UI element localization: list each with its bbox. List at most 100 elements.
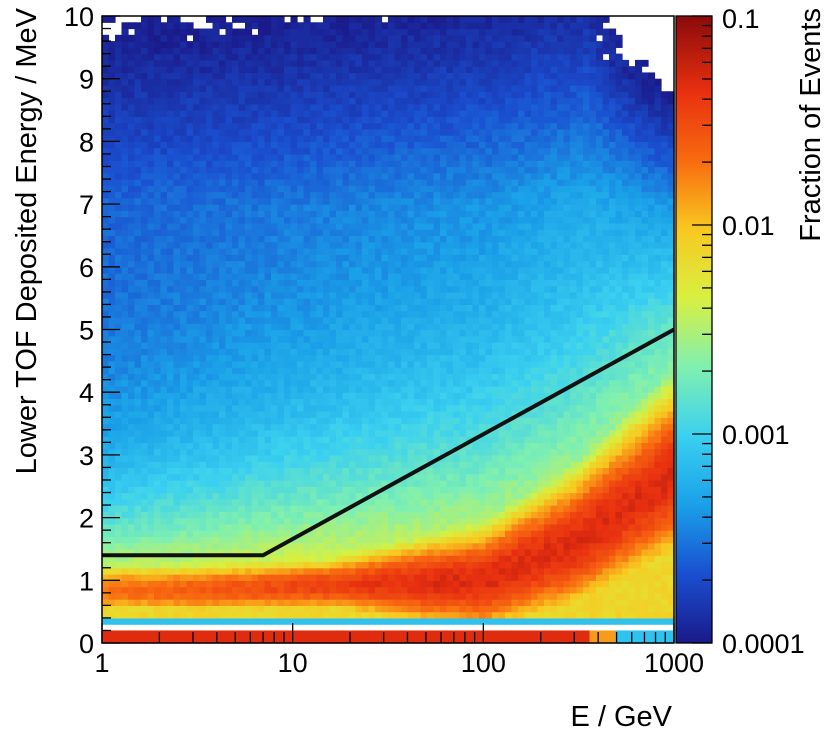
heatmap-cell bbox=[115, 298, 123, 306]
heatmap-cell bbox=[160, 335, 168, 343]
heatmap-cell bbox=[154, 316, 162, 324]
heatmap-cell bbox=[420, 523, 428, 531]
heatmap-cell bbox=[316, 310, 324, 318]
heatmap-cell bbox=[323, 172, 331, 180]
heatmap-cell bbox=[258, 486, 266, 494]
heatmap-cell bbox=[290, 122, 298, 130]
heatmap-cell bbox=[258, 392, 266, 400]
heatmap-cell bbox=[323, 28, 331, 36]
heatmap-cell bbox=[420, 291, 428, 299]
heatmap-cell bbox=[180, 166, 188, 174]
heatmap-cell bbox=[199, 436, 207, 443]
heatmap-cell bbox=[160, 266, 168, 274]
heatmap-cell bbox=[277, 523, 285, 531]
heatmap-cell bbox=[401, 398, 409, 406]
heatmap-cell bbox=[141, 16, 149, 23]
heatmap-cell bbox=[323, 147, 331, 155]
heatmap-cell bbox=[368, 423, 376, 431]
heatmap-cell bbox=[375, 254, 383, 262]
heatmap-cell bbox=[225, 348, 233, 356]
heatmap-cell bbox=[180, 59, 188, 67]
heatmap-cell bbox=[407, 91, 415, 99]
heatmap-cell bbox=[232, 505, 240, 512]
heatmap-cell bbox=[245, 561, 253, 569]
heatmap-cell bbox=[264, 247, 272, 255]
heatmap-cell bbox=[381, 342, 389, 349]
heatmap-cell bbox=[381, 398, 389, 406]
heatmap-cell bbox=[147, 235, 155, 243]
heatmap-cell bbox=[427, 599, 435, 606]
heatmap-cell bbox=[375, 66, 383, 74]
heatmap-cell bbox=[186, 241, 194, 249]
heatmap-cell bbox=[342, 436, 350, 443]
heatmap-cell bbox=[407, 241, 415, 249]
heatmap-cell bbox=[245, 229, 253, 237]
heatmap-cell bbox=[212, 59, 220, 67]
heatmap-cell bbox=[180, 241, 188, 249]
heatmap-cell bbox=[407, 166, 415, 174]
heatmap-cell bbox=[212, 611, 220, 619]
heatmap-cell bbox=[108, 636, 116, 644]
heatmap-cell bbox=[375, 542, 383, 550]
heatmap-cell bbox=[277, 461, 285, 469]
heatmap-cell bbox=[193, 548, 201, 556]
heatmap-cell bbox=[401, 260, 409, 268]
heatmap-cell bbox=[329, 398, 337, 406]
heatmap-cell bbox=[284, 204, 292, 211]
heatmap-cell bbox=[245, 467, 253, 475]
heatmap-cell bbox=[180, 298, 188, 306]
heatmap-cell bbox=[147, 511, 155, 519]
heatmap-cell bbox=[310, 548, 318, 556]
heatmap-cell bbox=[316, 454, 324, 462]
heatmap-cell bbox=[225, 636, 233, 644]
heatmap-cell bbox=[290, 285, 298, 293]
heatmap-cell bbox=[219, 216, 227, 224]
heatmap-cell bbox=[251, 342, 259, 349]
heatmap-cell bbox=[251, 385, 259, 393]
heatmap-cell bbox=[271, 22, 279, 30]
heatmap-cell bbox=[316, 84, 324, 92]
heatmap-cell bbox=[128, 247, 136, 255]
heatmap-cell bbox=[180, 316, 188, 324]
heatmap-cell bbox=[394, 429, 402, 437]
heatmap-cell bbox=[310, 542, 318, 550]
heatmap-cell bbox=[167, 592, 175, 600]
heatmap-cell bbox=[271, 580, 279, 588]
heatmap-cell bbox=[128, 574, 136, 581]
heatmap-cell bbox=[407, 291, 415, 299]
heatmap-cell bbox=[394, 542, 402, 550]
heatmap-cell bbox=[219, 498, 227, 506]
heatmap-cell bbox=[401, 153, 409, 161]
heatmap-cell bbox=[401, 304, 409, 312]
heatmap-cell bbox=[381, 185, 389, 193]
heatmap-cell bbox=[102, 385, 110, 393]
heatmap-cell bbox=[290, 47, 298, 55]
heatmap-cell bbox=[121, 561, 129, 569]
heatmap-cell bbox=[108, 411, 116, 418]
heatmap-cell bbox=[375, 285, 383, 293]
heatmap-cell bbox=[102, 210, 110, 218]
heatmap-cell bbox=[401, 323, 409, 331]
heatmap-cell bbox=[420, 103, 428, 111]
heatmap-cell bbox=[375, 335, 383, 343]
heatmap-cell bbox=[199, 291, 207, 299]
heatmap-cell bbox=[147, 542, 155, 550]
heatmap-cell bbox=[388, 411, 396, 418]
heatmap-cell bbox=[427, 323, 435, 331]
heatmap-cell bbox=[290, 235, 298, 243]
heatmap-cell bbox=[141, 34, 149, 42]
heatmap-cell bbox=[414, 335, 422, 343]
heatmap-cell bbox=[173, 103, 181, 111]
heatmap-cell bbox=[381, 498, 389, 506]
heatmap-cell bbox=[258, 22, 266, 30]
heatmap-cell bbox=[414, 135, 422, 142]
heatmap-cell bbox=[407, 22, 415, 30]
heatmap-cell bbox=[186, 222, 194, 230]
heatmap-cell bbox=[258, 454, 266, 462]
heatmap-cell bbox=[258, 279, 266, 287]
heatmap-cell bbox=[362, 197, 370, 205]
heatmap-cell bbox=[290, 423, 298, 431]
heatmap-cell bbox=[154, 16, 162, 23]
heatmap-cell bbox=[238, 342, 246, 349]
heatmap-cell bbox=[297, 28, 305, 36]
